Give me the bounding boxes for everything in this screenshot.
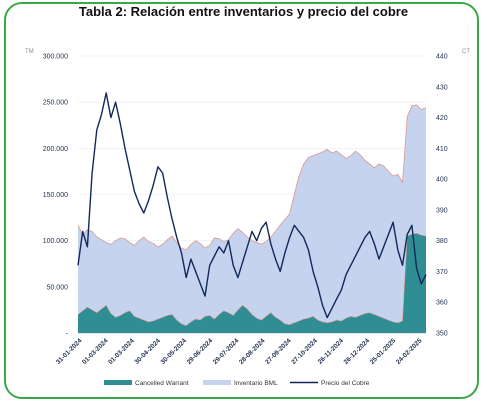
x-tick-label: 30-05-2024: [160, 337, 189, 366]
x-tick-label: 27-10-2024: [290, 337, 319, 366]
x-tick-label: 25-01-2025: [369, 337, 398, 366]
right-tick-label: 440: [436, 54, 448, 61]
x-tick-label: 31-01-2024: [55, 337, 84, 366]
right-tick-label: 430: [436, 84, 448, 91]
left-unit-label: TM: [25, 49, 34, 55]
right-tick-label: 390: [436, 207, 448, 214]
series-cancelled-area: [78, 233, 426, 333]
x-tick-label: 01-03-2024: [107, 337, 136, 366]
x-tick-label: 28-08-2024: [238, 337, 267, 366]
right-unit-label: CT: [462, 49, 470, 55]
right-tick-label: 410: [436, 146, 448, 153]
right-tick-label: 370: [436, 269, 448, 276]
legend-label-cancelled: Cancelled Warrant: [135, 380, 189, 387]
right-axis: 350 360 370 380 390 400 410 420 430 440: [436, 54, 448, 338]
series-inventario-area: [78, 104, 426, 334]
legend-label-inventario: Inventario BML: [234, 380, 278, 387]
right-tick-label: 360: [436, 300, 448, 307]
x-tick-label: 26-11-2024: [317, 337, 345, 365]
legend: Cancelled Warrant Inventario BML Precio de…: [104, 380, 370, 387]
right-tick-label: 420: [436, 115, 448, 122]
series-cancelled-edge: [77, 232, 427, 326]
x-tick-label: 01-03-2024: [81, 337, 110, 366]
x-tick-label: 26-12-2024: [343, 337, 372, 366]
x-axis: 31-01-202401-03-202401-03-202430-04-2024…: [55, 337, 424, 366]
legend-label-precio: Precio del Cobre: [321, 380, 370, 387]
left-tick-label: 250.000: [43, 100, 68, 107]
series-precio-line: [77, 92, 427, 319]
left-tick-label: -: [66, 331, 69, 338]
x-tick-label: 30-04-2024: [133, 337, 162, 366]
plot-areas: [77, 104, 427, 334]
left-tick-label: 100.000: [43, 238, 68, 245]
right-tick-label: 380: [436, 238, 448, 245]
left-tick-label: 200.000: [43, 146, 68, 153]
legend-swatch-cancelled: [104, 380, 132, 385]
right-tick-label: 400: [436, 177, 448, 184]
legend-swatch-inventario: [203, 380, 231, 385]
x-tick-label: 29-06-2024: [186, 337, 215, 366]
left-tick-label: 50.000: [47, 284, 69, 291]
left-tick-label: 300.000: [43, 54, 68, 61]
x-tick-label: 27-09-2024: [264, 337, 293, 366]
price-line: [77, 92, 427, 319]
x-tick-label: 29-07-2024: [212, 337, 241, 366]
chart-title: Tabla 2: Relación entre inventarios y pr…: [78, 4, 409, 19]
left-axis: - 50.000 100.000 150.000 200.000 250.000 300.0…: [43, 54, 69, 338]
x-tick-label: 24-02-2025: [395, 337, 424, 366]
series-inventario-edge: [77, 104, 427, 251]
right-tick-label: 350: [436, 331, 448, 338]
left-tick-label: 150.000: [43, 192, 68, 199]
